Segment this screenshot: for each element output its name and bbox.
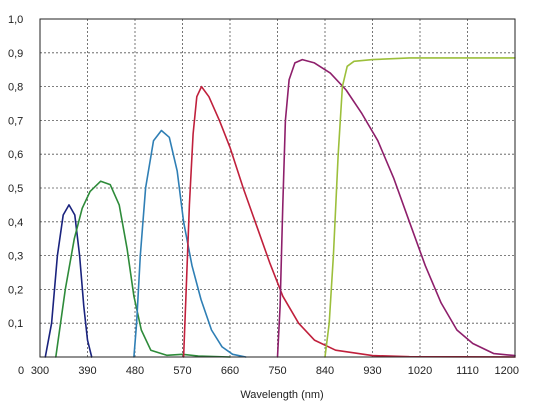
y-tick-label: 0,6 bbox=[8, 149, 23, 161]
y-tick-labels: 0,1 0,2 0,3 0,4 0,5 0,6 0,7 0,8 0,9 1,0 bbox=[8, 14, 23, 330]
x-tick-label: 750 bbox=[268, 365, 286, 377]
y-tick-label: 0,8 bbox=[8, 82, 23, 94]
series-line-4 bbox=[182, 85, 516, 358]
x-tick-label: 1110 bbox=[456, 365, 479, 377]
y-tick-label: 0,4 bbox=[8, 217, 23, 229]
y-tick-label: 0,5 bbox=[8, 183, 23, 195]
series-line-6 bbox=[324, 57, 516, 358]
y-tick-label: 0,7 bbox=[8, 115, 23, 127]
series-line-5 bbox=[276, 58, 516, 358]
x-axis-title: Wavelength (nm) bbox=[240, 389, 323, 401]
x-tick-labels: 0 300 390 480 570 660 750 840 930 1020 1110 1200 bbox=[18, 365, 519, 377]
origin-tick-label: 0 bbox=[18, 365, 24, 377]
x-tick-label: 930 bbox=[363, 365, 381, 377]
series-line-2 bbox=[55, 180, 231, 358]
y-tick-label: 1,0 bbox=[8, 14, 23, 26]
x-tick-label: 570 bbox=[173, 365, 191, 377]
x-tick-label: 1200 bbox=[495, 365, 519, 377]
x-tick-label: 1020 bbox=[408, 365, 432, 377]
grid bbox=[40, 19, 515, 357]
series-layer bbox=[44, 57, 516, 358]
x-tick-label: 390 bbox=[78, 365, 96, 377]
x-tick-label: 300 bbox=[31, 365, 49, 377]
x-tick-label: 660 bbox=[221, 365, 239, 377]
series-line-3 bbox=[133, 129, 247, 358]
y-tick-label: 0,1 bbox=[8, 318, 23, 330]
series-line-1 bbox=[44, 204, 93, 358]
y-tick-label: 0,3 bbox=[8, 251, 23, 263]
x-tick-label: 480 bbox=[126, 365, 144, 377]
plot-frame bbox=[39, 18, 516, 358]
x-tick-label: 840 bbox=[316, 365, 334, 377]
y-tick-label: 0,9 bbox=[8, 48, 23, 60]
y-tick-label: 0,2 bbox=[8, 284, 23, 296]
